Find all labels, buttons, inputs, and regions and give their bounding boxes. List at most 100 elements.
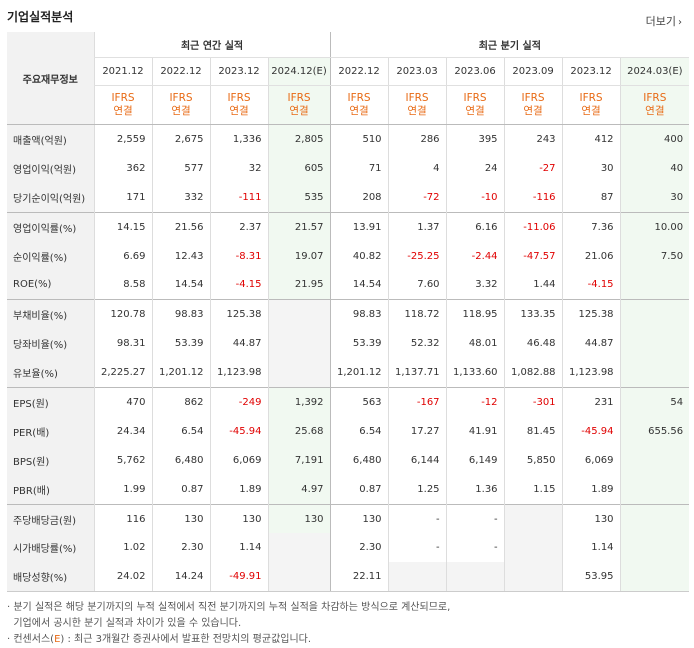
cell-value: 32 xyxy=(209,153,268,183)
cell-value: 130 xyxy=(267,503,331,534)
cell-value: -27 xyxy=(503,153,563,183)
row-label: PBR(배) xyxy=(7,474,94,505)
cell-value: 6,149 xyxy=(445,445,505,475)
cell-value: 1,123.98 xyxy=(209,358,268,388)
cell-value: 30 xyxy=(619,182,690,213)
cell-value: -11.06 xyxy=(503,211,563,242)
row-label: 부채비율(%) xyxy=(7,299,94,330)
cell-value: 25.68 xyxy=(267,416,331,446)
cell-value: 4.97 xyxy=(267,474,331,505)
cell-value: -167 xyxy=(387,387,447,417)
cell-value: 24 xyxy=(445,153,505,183)
cell-value: 6,480 xyxy=(329,445,389,475)
more-link[interactable]: 더보기 › xyxy=(646,13,682,29)
cell-value: 1,123.98 xyxy=(561,358,621,388)
cell-value: 395 xyxy=(445,124,505,154)
cell-value: 130 xyxy=(209,503,268,534)
cell-value xyxy=(619,533,690,563)
ifrs-row: IFRS 연결 IFRS 연결 IFRS 연결 IFRS 연결 IFRS 연결 IFRS 연결 IFRS… xyxy=(7,85,690,125)
cell-value: 14.54 xyxy=(329,270,389,300)
cell-value: 7.50 xyxy=(619,241,690,271)
cell-value: 1,137.71 xyxy=(387,358,447,388)
period-header: 2023.03 xyxy=(387,57,447,86)
table-row: PER(배) 24.34 6.54 -45.94 25.68 6.54 17.27 41.91… xyxy=(7,416,690,446)
cell-value: -47.57 xyxy=(503,241,563,271)
ifrs-label: IFRS 연결 xyxy=(387,85,447,125)
cell-value xyxy=(267,299,331,330)
ifrs-label: IFRS 연결 xyxy=(93,85,152,125)
table-row: PBR(배) 1.99 0.87 1.89 4.97 0.87 1.25 1.36 1.15 1.… xyxy=(7,474,690,505)
row-label: 유보율(%) xyxy=(7,358,94,388)
cell-value: 1.25 xyxy=(387,474,447,505)
chevron-right-icon: › xyxy=(678,17,682,28)
cell-value: 40.82 xyxy=(329,241,389,271)
row-label: BPS(원) xyxy=(7,445,94,475)
cell-value xyxy=(619,562,690,593)
cell-value xyxy=(387,562,447,593)
table-row: 당기순이익(억원) 171 332 -111 535 208 -72 -10 -116 87 30 xyxy=(7,182,690,213)
cell-value: 118.72 xyxy=(387,299,447,330)
cell-value: 14.24 xyxy=(151,562,210,593)
cell-value: 8.58 xyxy=(93,270,152,300)
cell-value: 862 xyxy=(151,387,210,417)
cell-value: 605 xyxy=(267,153,331,183)
cell-value: 0.87 xyxy=(329,474,389,505)
cell-value: 171 xyxy=(93,182,152,213)
cell-value: 21.57 xyxy=(267,211,331,242)
table-row: 매출액(억원) 2,559 2,675 1,336 2,805 510 286 395 243 4… xyxy=(7,124,690,154)
cell-value: -8.31 xyxy=(209,241,268,271)
period-header: 2023.12 xyxy=(561,57,621,86)
cell-value: 1.14 xyxy=(561,533,621,563)
row-label: 주당배당금(원) xyxy=(7,503,94,534)
cell-value: 535 xyxy=(267,182,331,213)
cell-value: 6.54 xyxy=(151,416,210,446)
cell-value: 6,069 xyxy=(209,445,268,475)
cell-value: 44.87 xyxy=(209,329,268,359)
period-header: 2021.12 xyxy=(93,57,152,86)
cell-value: 6,480 xyxy=(151,445,210,475)
cell-value: -12 xyxy=(445,387,505,417)
cell-value: 116 xyxy=(93,503,152,534)
cell-value: 1,201.12 xyxy=(151,358,210,388)
row-label: 당기순이익(억원) xyxy=(7,182,94,213)
cell-value: - xyxy=(387,503,447,534)
cell-value: 14.54 xyxy=(151,270,210,300)
cell-value: 133.35 xyxy=(503,299,563,330)
cell-value: 21.95 xyxy=(267,270,331,300)
cell-value: 3.32 xyxy=(445,270,505,300)
group-header-row: 주요재무정보 최근 연간 실적 최근 분기 실적 xyxy=(7,32,690,125)
row-label: ROE(%) xyxy=(7,270,94,300)
cell-value xyxy=(619,358,690,388)
cell-value: -4.15 xyxy=(561,270,621,300)
note-2: 기업에서 공시한 분기 실적과 차이가 있을 수 있습니다. xyxy=(13,618,242,629)
annual-header: 최근 연간 실적 xyxy=(93,32,331,58)
row-label: 매출액(억원) xyxy=(7,124,94,154)
cell-value: 6,069 xyxy=(561,445,621,475)
cell-value: 1.15 xyxy=(503,474,563,505)
section-title: 기업실적분석 xyxy=(7,10,74,24)
cell-value: 81.45 xyxy=(503,416,563,446)
cell-value: 2,559 xyxy=(93,124,152,154)
cell-value: - xyxy=(387,533,447,563)
cell-value: 362 xyxy=(93,153,152,183)
cell-value: 5,762 xyxy=(93,445,152,475)
cell-value: 48.01 xyxy=(445,329,505,359)
cell-value: 1,336 xyxy=(209,124,268,154)
cell-value: 12.43 xyxy=(151,241,210,271)
cell-value: 71 xyxy=(329,153,389,183)
cell-value: 563 xyxy=(329,387,389,417)
cell-value: -249 xyxy=(209,387,268,417)
cell-value: 6,144 xyxy=(387,445,447,475)
cell-value: 208 xyxy=(329,182,389,213)
cell-value: 243 xyxy=(503,124,563,154)
cell-value: 98.31 xyxy=(93,329,152,359)
cell-value: 510 xyxy=(329,124,389,154)
cell-value: - xyxy=(445,503,505,534)
row-label: EPS(원) xyxy=(7,387,94,417)
cell-value: 54 xyxy=(619,387,690,417)
cell-value: -72 xyxy=(387,182,447,213)
cell-value: 87 xyxy=(561,182,621,213)
table-row: EPS(원) 470 862 -249 1,392 563 -167 -12 -301 231 54 xyxy=(7,387,690,417)
cell-value: 1.99 xyxy=(93,474,152,505)
row-label: 순이익률(%) xyxy=(7,241,94,271)
